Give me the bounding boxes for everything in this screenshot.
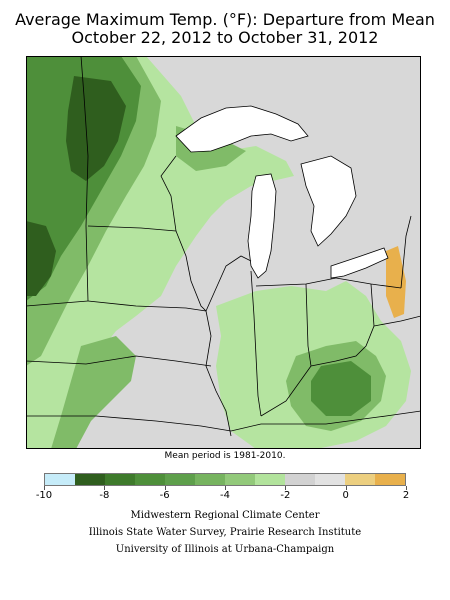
legend-tick <box>164 486 166 490</box>
mean-period-note: Mean period is 1981-2010. <box>164 451 286 461</box>
mid-green-zone-southwest <box>51 336 136 449</box>
legend-swatch <box>75 474 105 485</box>
temperature-departure-map <box>26 56 421 449</box>
legend-swatch <box>345 474 375 485</box>
legend-tick-label: 0 <box>342 490 349 501</box>
legend-swatch <box>195 474 225 485</box>
darkest-green-zone-dakotas <box>26 221 56 296</box>
darkest-green-zone-minnesota <box>66 76 126 181</box>
dark-green-zone-kentucky <box>311 361 371 416</box>
legend-ticks: -10 -8 -6 -4 -2 0 2 <box>36 486 410 506</box>
credit-mrcc: Midwestern Regional Climate Center <box>130 510 320 521</box>
map-subtitle: October 22, 2012 to October 31, 2012 <box>71 28 379 47</box>
legend-swatch <box>165 474 195 485</box>
legend-tick-label: -6 <box>159 490 170 501</box>
legend-tick <box>225 486 226 490</box>
legend-tick <box>406 486 407 490</box>
state-boundaries <box>26 56 421 437</box>
legend-swatch <box>135 474 165 485</box>
legend-tick <box>345 486 347 490</box>
legend-tick <box>285 486 287 490</box>
legend-tick-label: -8 <box>99 490 110 501</box>
credit-isws: Illinois State Water Survey, Prairie Res… <box>88 527 362 538</box>
map-title: Average Maximum Temp. (°F): Departure fr… <box>15 10 435 29</box>
legend-tick-label: -4 <box>220 490 230 501</box>
legend-tick-label: 2 <box>402 490 410 501</box>
legend-swatch <box>45 474 75 485</box>
lake-erie <box>330 247 389 279</box>
legend-swatch <box>105 474 135 485</box>
legend-swatch <box>315 474 345 485</box>
color-legend <box>44 473 406 486</box>
legend-tick-label: -10 <box>35 490 53 501</box>
lake-huron <box>300 155 357 247</box>
legend-tick <box>104 486 106 490</box>
above-normal-zone-east <box>386 246 406 318</box>
lake-michigan <box>247 173 277 279</box>
credit-uiuc: University of Illinois at Urbana-Champai… <box>115 544 335 555</box>
legend-swatch <box>255 474 285 485</box>
legend-swatch <box>285 474 315 485</box>
legend-tick-label: -2 <box>280 490 291 501</box>
legend-swatch <box>225 474 255 485</box>
legend-swatch <box>375 474 405 485</box>
lake-superior <box>175 105 309 153</box>
legend-tick <box>44 486 45 490</box>
